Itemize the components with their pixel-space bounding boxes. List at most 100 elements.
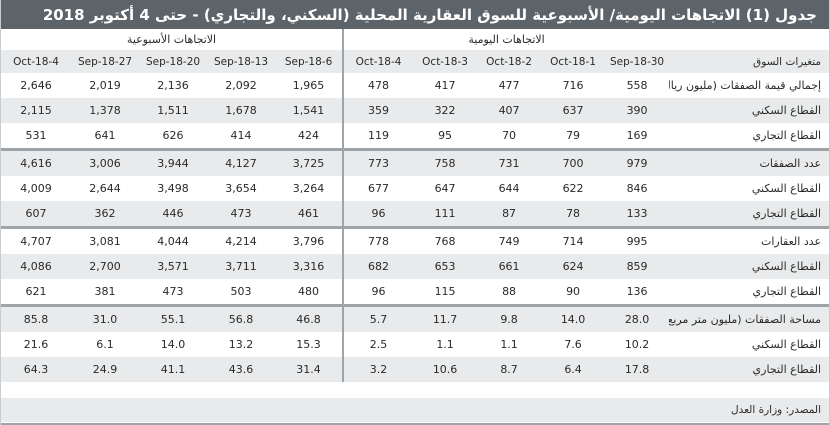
daily-value-cell: 995	[605, 226, 670, 254]
daily-value-cell: 477	[498, 79, 520, 92]
weekly-value-cell: 3,264	[292, 182, 325, 195]
row-label: إجمالي قيمة الصفقات (مليون ريال)	[669, 79, 822, 92]
row-label: عدد العقارات	[669, 226, 830, 254]
daily-value-cell: 7.6	[564, 338, 582, 351]
weekly-value-cell: 3,654	[225, 182, 257, 195]
table-row: القطاع السكني 859 624 661 653 682 3,316 3,711 3,…	[1, 254, 830, 279]
market-trends-table: الاتجاهات اليومية الاتجاهات الأسبوعية مت…	[1, 29, 830, 382]
weekly-value-cell: 641	[94, 129, 116, 142]
weekly-value-cell: 31.0	[71, 304, 140, 332]
daily-value-cell: 624	[541, 254, 606, 279]
daily-value-cell: 407	[477, 98, 542, 123]
column-header-daily-3: 3-Oct-18	[413, 50, 478, 73]
weekly-value-cell: 2,136	[157, 79, 189, 92]
weekly-value-cell: 4,044	[139, 226, 208, 254]
daily-value-cell: 133	[605, 201, 670, 228]
daily-value-cell: 70	[502, 129, 517, 142]
row-label: القطاع التجاري	[752, 129, 822, 142]
weekly-value-cell: 1,678	[207, 98, 276, 123]
daily-value-cell: 79	[566, 129, 581, 142]
column-header-weekly-4: 4-Oct-18	[1, 50, 72, 73]
weekly-value-cell: 3,498	[157, 182, 189, 195]
daily-value-cell: 768	[413, 226, 478, 254]
weekly-value-cell: 4,086	[1, 254, 72, 279]
row-label: القطاع السكني	[669, 254, 830, 279]
daily-value-cell: 11.7	[413, 304, 478, 332]
table-row: القطاع التجاري 133 78 87 111 96 461 473 446 362 60…	[1, 201, 830, 228]
daily-value-cell: 96	[342, 279, 414, 306]
daily-value-cell: 9.8	[477, 304, 542, 332]
weekly-value-cell: 15.3	[296, 338, 321, 351]
daily-value-cell: 10.6	[413, 357, 478, 382]
weekly-value-cell: 6.1	[96, 338, 114, 351]
weekly-value-cell: 3,711	[207, 254, 276, 279]
weekly-value-cell: 24.9	[71, 357, 140, 382]
weekly-value-cell: 3,006	[71, 148, 140, 176]
table-row: القطاع التجاري 169 79 70 95 119 424 414 626 641 53…	[1, 123, 829, 150]
daily-value-cell: 111	[413, 201, 478, 228]
weekly-value-cell: 85.8	[1, 304, 72, 332]
column-header-weekly-0: 6-Sep-18	[275, 50, 344, 73]
daily-value-cell: 653	[413, 254, 478, 279]
daily-value-cell: 778	[342, 226, 414, 254]
weekly-value-cell: 3,725	[275, 148, 344, 176]
weekly-value-cell: 2,646	[20, 79, 52, 92]
weekly-value-cell: 13.2	[228, 338, 254, 351]
weekly-value-cell: 381	[94, 285, 116, 298]
daily-value-cell: 322	[413, 98, 478, 123]
group-header-row: الاتجاهات اليومية الاتجاهات الأسبوعية	[1, 29, 829, 50]
daily-value-cell: 10.2	[624, 338, 650, 351]
weekly-value-cell: 446	[139, 201, 208, 228]
daily-value-cell: 558	[626, 79, 648, 92]
daily-value-cell: 677	[342, 176, 414, 201]
column-header-daily-1: 1-Oct-18	[541, 50, 606, 73]
daily-value-cell: 1.1	[436, 338, 454, 351]
daily-value-cell: 417	[434, 79, 456, 92]
weekly-value-cell: 473	[207, 201, 276, 228]
table-row: القطاع التجاري 17.8 6.4 8.7 10.6 3.2 31.4 43.6 4…	[1, 357, 830, 382]
table-row: إجمالي قيمة الصفقات (مليون ريال) 558 716 47…	[1, 73, 829, 98]
daily-value-cell: 8.7	[477, 357, 542, 382]
weekly-value-cell: 473	[162, 285, 184, 298]
weekly-value-cell: 43.6	[207, 357, 276, 382]
daily-value-cell: 749	[477, 226, 542, 254]
table-row: القطاع السكني 10.2 7.6 1.1 1.1 2.5 15.3 13.2 14.…	[1, 332, 829, 357]
daily-value-cell: 169	[626, 129, 648, 142]
weekly-value-cell: 461	[275, 201, 344, 228]
weekly-value-cell: 14.0	[160, 338, 186, 351]
weekly-value-cell: 41.1	[139, 357, 208, 382]
daily-value-cell: 28.0	[605, 304, 670, 332]
row-label: القطاع السكني	[751, 338, 822, 351]
weekly-value-cell: 4,127	[207, 148, 276, 176]
group-daily: الاتجاهات اليومية	[342, 29, 670, 50]
daily-value-cell: 96	[342, 201, 414, 228]
weekly-value-cell: 2,092	[225, 79, 257, 92]
daily-value-cell: 716	[562, 79, 584, 92]
row-label: مساحة الصفقات (مليون متر مربع)	[669, 304, 830, 332]
table-title: جدول (1) الاتجاهات اليومية/ الأسبوعية لل…	[1, 0, 829, 29]
weekly-value-cell: 1,378	[71, 98, 140, 123]
daily-value-cell: 95	[438, 129, 453, 142]
daily-value-cell: 773	[342, 148, 414, 176]
weekly-value-cell: 3,316	[275, 254, 344, 279]
weekly-value-cell: 4,214	[207, 226, 276, 254]
weekly-value-cell: 2,700	[71, 254, 140, 279]
daily-value-cell: 115	[434, 285, 456, 298]
daily-value-cell: 846	[626, 182, 648, 195]
row-label: القطاع السكني	[669, 98, 830, 123]
table-row: مساحة الصفقات (مليون متر مربع) 28.0 14.0 9.…	[1, 304, 830, 332]
group-header-empty	[669, 29, 829, 50]
daily-value-cell: 17.8	[605, 357, 670, 382]
column-header-daily-2: 2-Oct-18	[477, 50, 542, 73]
column-header-daily-4: 4-Oct-18	[342, 50, 414, 73]
weekly-value-cell: 2,115	[1, 98, 72, 123]
daily-value-cell: 647	[434, 182, 456, 195]
daily-value-cell: 979	[605, 148, 670, 176]
daily-value-cell: 136	[626, 285, 648, 298]
table-row: القطاع التجاري 136 90 88 115 96 480 503 473 381 62…	[1, 279, 829, 306]
weekly-value-cell: 2,644	[89, 182, 121, 195]
daily-value-cell: 682	[342, 254, 414, 279]
weekly-value-cell: 424	[298, 129, 320, 142]
column-header-weekly-3: 27-Sep-18	[71, 50, 140, 73]
